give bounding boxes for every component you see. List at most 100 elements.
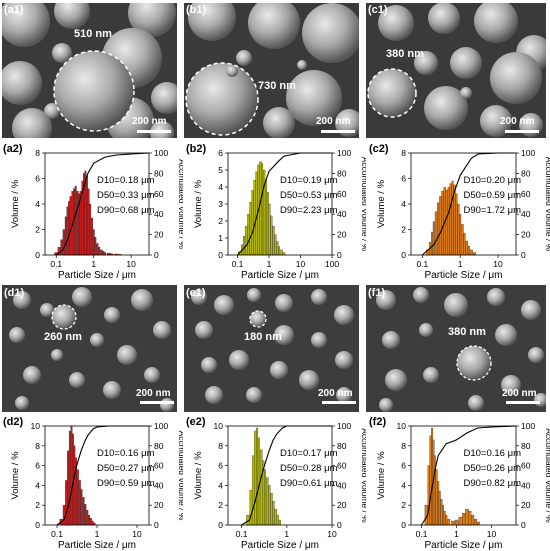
- size-annotation-a1: 510 nm: [74, 28, 112, 40]
- panel-label-d1: (d1): [4, 287, 25, 299]
- stat-text: D10=0.16 μm: [97, 448, 155, 459]
- y-axis-label: Volume / %: [193, 451, 204, 500]
- y-axis-label: Volume / %: [376, 179, 387, 228]
- scale-bar-b1: [321, 130, 355, 133]
- bar: [92, 229, 95, 256]
- bar: [62, 505, 66, 526]
- bar: [100, 249, 103, 256]
- scale-bar-label-a1: 200 nm: [132, 116, 167, 127]
- bar: [449, 183, 452, 256]
- y-tick-label: 2: [218, 216, 223, 226]
- y-axis-label: Volume / %: [376, 451, 387, 500]
- stat-text: D10=0.17 μm: [280, 448, 338, 459]
- bar: [276, 241, 279, 256]
- sem-image-a1: [2, 3, 177, 138]
- y2-axis-label: Accmulated Volume / %: [177, 431, 183, 521]
- bar: [427, 465, 430, 526]
- y-tick-label: 4: [35, 199, 40, 209]
- y2-tick-label: 100: [337, 148, 351, 158]
- y2-tick-label: 0: [521, 520, 526, 530]
- sem-image-c1: [366, 3, 546, 138]
- y-tick-label: 6: [218, 148, 223, 158]
- y-axis-label: Volume / %: [10, 451, 21, 500]
- y2-tick-label: 60: [337, 461, 347, 471]
- bar: [474, 518, 478, 526]
- size-annotation-c1: 380 nm: [386, 48, 424, 60]
- y2-tick-label: 60: [154, 461, 164, 471]
- bar: [94, 237, 97, 256]
- bar: [454, 519, 459, 526]
- bar: [266, 191, 269, 256]
- bar: [441, 191, 444, 256]
- y2-tick-label: 100: [521, 148, 535, 158]
- x-tick-label: 0.1: [236, 529, 248, 539]
- bar: [432, 221, 435, 256]
- y2-tick-label: 60: [154, 189, 164, 199]
- x-tick-label: 10: [493, 259, 503, 269]
- y-tick-label: 4: [401, 199, 406, 209]
- y-tick-label: 0: [401, 520, 406, 530]
- bar: [64, 216, 67, 256]
- bar: [76, 469, 79, 526]
- bar: [274, 234, 277, 256]
- bar: [453, 184, 456, 256]
- y2-tick-label: 40: [154, 480, 164, 490]
- bar: [451, 520, 456, 526]
- bar: [470, 249, 473, 256]
- x-tick-label: 1: [95, 529, 100, 539]
- bar: [102, 251, 105, 256]
- x-axis-label: Particle Size / μm: [424, 270, 502, 281]
- x-tick-label: 1: [267, 259, 272, 269]
- bar: [462, 512, 466, 526]
- y2-axis-label: Accmulated Volume / %: [177, 159, 183, 249]
- y-tick-label: 0: [218, 250, 223, 260]
- y-tick-label: 0: [35, 250, 40, 260]
- y2-tick-label: 100: [521, 421, 535, 431]
- bar: [440, 499, 443, 526]
- panel-label: (b2): [186, 143, 207, 155]
- y2-tick-label: 0: [154, 250, 159, 260]
- y2-tick-label: 40: [154, 209, 164, 219]
- stat-text: D90=0.59 μm: [97, 478, 155, 489]
- bar: [451, 180, 454, 256]
- size-marker-circle: [367, 68, 417, 118]
- bar: [96, 243, 99, 256]
- y-tick-label: 10: [31, 421, 41, 431]
- cumulative-line: [241, 425, 332, 526]
- x-tick-label: 10: [126, 259, 136, 269]
- sem-image-b1: [184, 3, 359, 138]
- y2-tick-label: 60: [521, 189, 531, 199]
- y-tick-label: 6: [218, 461, 223, 471]
- stat-text: D10=0.20 μm: [464, 175, 522, 186]
- bar: [266, 477, 269, 526]
- bar: [66, 206, 69, 256]
- stat-text: D90=2.23 μm: [280, 205, 338, 216]
- y2-tick-label: 80: [154, 441, 164, 451]
- panel-label: (c2): [369, 143, 389, 155]
- bar: [249, 202, 252, 256]
- bar: [69, 196, 72, 256]
- bar: [272, 501, 275, 526]
- stat-text: D90=0.82 μm: [464, 478, 522, 489]
- y2-tick-label: 80: [521, 441, 531, 451]
- bar: [270, 493, 273, 526]
- stat-text: D90=0.68 μm: [97, 205, 155, 216]
- bar: [437, 202, 440, 256]
- bar: [467, 245, 470, 256]
- size-annotation-e1: 180 nm: [244, 331, 282, 343]
- x-tick-label: 100: [325, 259, 339, 269]
- y-tick-label: 1: [218, 233, 223, 243]
- y-tick-label: 6: [401, 174, 406, 184]
- bar: [60, 239, 64, 256]
- bar: [439, 196, 442, 256]
- bar: [429, 435, 432, 526]
- bar: [457, 203, 460, 256]
- bar: [468, 510, 472, 526]
- cumulative-line: [421, 425, 517, 526]
- size-marker-circle: [185, 62, 259, 136]
- bar: [80, 489, 83, 526]
- bar: [443, 510, 446, 526]
- y2-tick-label: 0: [521, 250, 526, 260]
